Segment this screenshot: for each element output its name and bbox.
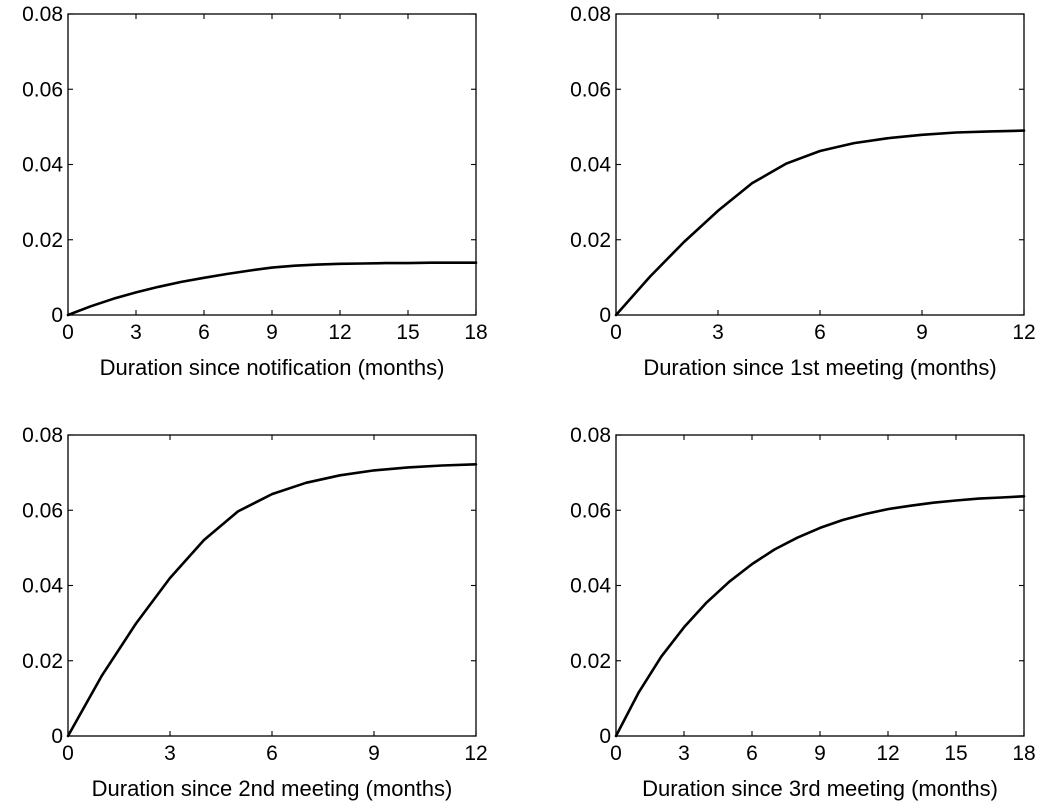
x-tick-label: 15 bbox=[944, 742, 967, 765]
x-axis-label: Duration since 2nd meeting (months) bbox=[92, 776, 453, 801]
y-tick-label: 0.02 bbox=[22, 650, 63, 673]
x-axis-label: Duration since 3rd meeting (months) bbox=[642, 776, 998, 801]
x-tick-label: 15 bbox=[396, 321, 419, 344]
x-tick-label: 0 bbox=[62, 321, 74, 344]
x-tick-label: 3 bbox=[164, 742, 176, 765]
series-line bbox=[614, 494, 1026, 738]
x-tick-label: 0 bbox=[62, 742, 74, 765]
x-tick-label: 12 bbox=[876, 742, 899, 765]
x-tick-label: 9 bbox=[266, 321, 278, 344]
y-tick-label: 0 bbox=[51, 725, 63, 748]
y-tick-label: 0.02 bbox=[22, 229, 63, 252]
y-tick-label: 0.04 bbox=[22, 154, 63, 177]
x-tick-label: 3 bbox=[712, 321, 724, 344]
y-tick-label: 0.04 bbox=[570, 575, 611, 598]
y-tick-label: 0.04 bbox=[22, 575, 63, 598]
axes-frame bbox=[615, 13, 1025, 316]
axes-frame bbox=[67, 434, 477, 737]
x-tick-label: 6 bbox=[814, 321, 826, 344]
y-tick-label: 0.08 bbox=[22, 424, 63, 447]
y-tick-label: 0.06 bbox=[22, 78, 63, 101]
x-tick-label: 12 bbox=[328, 321, 351, 344]
x-tick-label: 9 bbox=[814, 742, 826, 765]
x-tick-label: 0 bbox=[610, 742, 622, 765]
x-tick-label: 6 bbox=[266, 742, 278, 765]
series-line bbox=[614, 129, 1026, 317]
axes-frame bbox=[615, 434, 1025, 737]
y-tick-label: 0.02 bbox=[570, 650, 611, 673]
x-axis-label: Duration since notification (months) bbox=[100, 355, 445, 380]
y-tick-label: 0.04 bbox=[570, 154, 611, 177]
y-tick-label: 0 bbox=[599, 304, 611, 327]
x-tick-label: 6 bbox=[198, 321, 210, 344]
x-axis-label: Duration since 1st meeting (months) bbox=[643, 355, 996, 380]
y-tick-label: 0.06 bbox=[570, 499, 611, 522]
y-tick-label: 0 bbox=[51, 304, 63, 327]
y-tick-label: 0.06 bbox=[22, 499, 63, 522]
subplot-notification: 0 0.02 0.04 0.06 0.08 0 3 6 9 12 15 18 Duration sinc… bbox=[22, 3, 488, 380]
series-line bbox=[66, 462, 478, 738]
subplot-2nd-meeting: 0 0.02 0.04 0.06 0.08 0 3 6 9 12 Duration since 2n… bbox=[22, 424, 488, 801]
x-tick-label: 3 bbox=[678, 742, 690, 765]
x-tick-label: 18 bbox=[1012, 742, 1035, 765]
x-tick-label: 9 bbox=[916, 321, 928, 344]
series-line bbox=[66, 261, 478, 317]
y-tick-label: 0 bbox=[599, 725, 611, 748]
x-tick-label: 3 bbox=[130, 321, 142, 344]
y-tick-label: 0.08 bbox=[570, 424, 611, 447]
x-tick-label: 9 bbox=[368, 742, 380, 765]
y-tick-label: 0.08 bbox=[22, 3, 63, 26]
subplot-3rd-meeting: 0 0.02 0.04 0.06 0.08 0 3 6 9 12 15 18 Duration sinc… bbox=[570, 424, 1036, 801]
y-tick-label: 0.02 bbox=[570, 229, 611, 252]
x-tick-label: 0 bbox=[610, 321, 622, 344]
y-tick-label: 0.06 bbox=[570, 78, 611, 101]
x-tick-label: 12 bbox=[464, 742, 487, 765]
x-tick-label: 18 bbox=[464, 321, 487, 344]
y-tick-label: 0.08 bbox=[570, 3, 611, 26]
axes-frame bbox=[67, 13, 477, 316]
x-tick-label: 6 bbox=[746, 742, 758, 765]
x-tick-label: 12 bbox=[1012, 321, 1035, 344]
subplot-1st-meeting: 0 0.02 0.04 0.06 0.08 0 3 6 9 12 Duration since 1s… bbox=[570, 3, 1036, 380]
